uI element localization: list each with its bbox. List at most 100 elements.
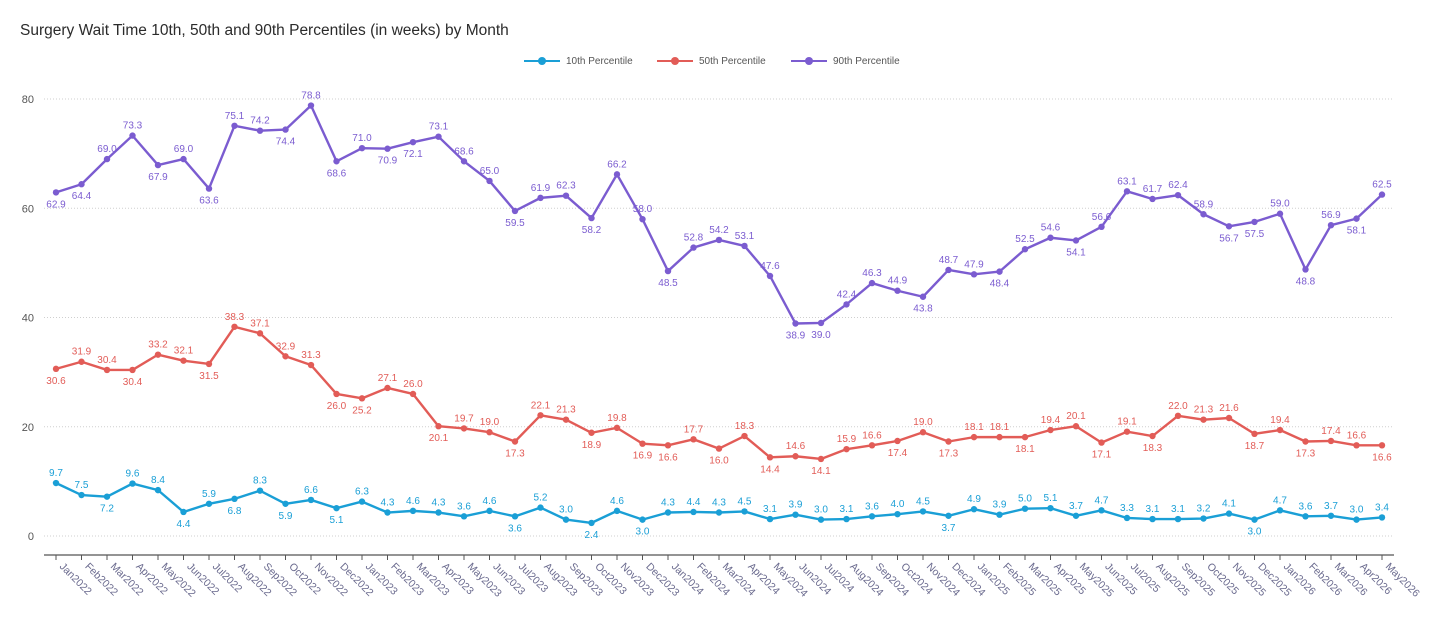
data-label-2-Dec2022: 68.6	[327, 168, 347, 179]
data-label-1-Aug2023: 22.1	[531, 400, 551, 411]
data-label-0-Apr2025: 5.1	[1044, 493, 1058, 504]
data-label-1-Jan2023: 25.2	[352, 405, 372, 416]
data-label-1-Apr2024: 18.3	[735, 421, 755, 432]
data-point-1-May2024	[766, 454, 774, 461]
data-label-0-Sep2025: 3.1	[1171, 504, 1185, 515]
data-point-2-May2026	[1378, 191, 1386, 198]
data-label-1-Oct2022: 32.9	[276, 341, 296, 352]
data-point-0-Feb2024	[690, 508, 697, 516]
data-point-2-Oct2022	[282, 126, 289, 133]
data-label-2-Apr2026: 58.1	[1347, 226, 1367, 237]
data-label-0-Jul2025: 3.3	[1120, 503, 1134, 514]
data-point-0-Nov2025	[1225, 510, 1233, 517]
data-point-0-May2026	[1378, 514, 1386, 521]
data-point-0-Aug2022	[231, 495, 238, 503]
data-label-0-Jul2023: 3.6	[508, 523, 522, 534]
data-point-1-Dec2025	[1251, 430, 1258, 438]
data-point-0-Jul2022	[205, 500, 213, 507]
data-point-0-Dec2025	[1251, 516, 1258, 523]
data-label-0-Oct2022: 5.9	[279, 511, 293, 522]
data-point-2-Dec2023	[639, 215, 646, 223]
data-point-1-Jul2025	[1123, 428, 1131, 435]
data-point-2-Mar2024	[715, 236, 723, 244]
data-label-1-Jan2025: 18.1	[964, 422, 984, 433]
legend-item-90th-percentile[interactable]: 90th Percentile	[791, 53, 900, 69]
y-tick-label-20: 20	[22, 422, 34, 434]
data-label-0-Apr2026: 3.0	[1350, 505, 1364, 516]
data-point-2-Apr2026	[1353, 215, 1360, 222]
data-label-1-Oct2023: 18.9	[582, 440, 602, 451]
data-label-2-Sep2024: 46.3	[862, 268, 882, 279]
data-point-1-Feb2026	[1302, 438, 1309, 445]
data-label-0-Oct2025: 3.2	[1197, 504, 1211, 515]
data-label-1-Aug2022: 38.3	[225, 312, 245, 323]
data-point-1-Nov2023	[613, 424, 621, 432]
data-label-2-Sep2022: 74.2	[250, 116, 270, 127]
legend-item-50th-percentile[interactable]: 50th Percentile	[657, 53, 766, 69]
data-point-0-Jul2024	[817, 516, 825, 523]
data-point-1-May2023	[460, 425, 468, 432]
data-point-2-Feb2024	[690, 244, 697, 251]
data-point-2-Sep2022	[256, 127, 264, 134]
y-tick-label-80: 80	[22, 94, 34, 106]
data-point-1-Jan2025	[970, 433, 978, 441]
data-label-0-Mar2026: 3.7	[1324, 501, 1338, 512]
data-point-1-Oct2024	[894, 437, 901, 445]
data-point-1-Sep2023	[562, 416, 570, 423]
data-point-2-Apr2023	[435, 133, 442, 140]
data-label-2-Feb2026: 48.8	[1296, 276, 1316, 287]
data-label-1-Oct2024: 17.4	[888, 448, 908, 459]
data-point-2-Dec2025	[1251, 218, 1258, 226]
data-label-2-Aug2022: 75.1	[225, 111, 245, 122]
data-point-0-Dec2022	[333, 504, 340, 512]
data-point-1-Jul2023	[511, 438, 519, 445]
data-label-2-Dec2023: 58.0	[633, 204, 653, 215]
data-point-2-Jan2023	[358, 144, 366, 152]
series-line-1	[55, 325, 1382, 461]
data-point-1-Jan2022	[52, 365, 60, 373]
data-point-1-Jun2023	[486, 429, 493, 436]
data-point-2-Apr2025	[1047, 234, 1054, 241]
data-point-0-Jun2024	[792, 511, 799, 518]
data-point-1-Nov2022	[307, 361, 315, 369]
data-point-0-Nov2023	[613, 507, 621, 515]
data-label-0-Mar2022: 7.2	[100, 504, 114, 515]
data-point-1-Sep2022	[256, 330, 264, 337]
data-label-2-Feb2025: 48.4	[990, 279, 1010, 290]
data-label-0-Jul2022: 5.9	[202, 489, 216, 500]
data-label-1-Jan2026: 19.4	[1270, 415, 1290, 426]
data-label-0-Jun2025: 4.7	[1095, 495, 1109, 506]
data-point-1-Jan2023	[358, 395, 366, 402]
data-point-2-Jun2025	[1098, 223, 1105, 231]
data-point-0-Mar2026	[1327, 512, 1335, 519]
series-50th: 30.6 31.9 30.4 30.4 33.2 32.1 31.5 38.3 37.1 32.9…	[46, 312, 1392, 477]
data-label-1-Jul2025: 19.1	[1117, 417, 1137, 428]
data-label-1-Nov2024: 19.0	[913, 417, 933, 428]
data-point-2-Oct2025	[1200, 211, 1207, 218]
data-label-2-Aug2023: 61.9	[531, 183, 551, 194]
data-label-2-Jan2024: 48.5	[658, 278, 678, 289]
data-point-1-Mar2025	[1021, 433, 1029, 441]
legend-item-10th-percentile[interactable]: 10th Percentile	[524, 53, 633, 69]
chart-title: Surgery Wait Time 10th, 50th and 90th Pe…	[20, 22, 509, 39]
data-point-0-Jun2022	[180, 508, 187, 516]
data-label-0-Dec2022: 5.1	[330, 515, 344, 526]
data-point-0-Apr2023	[435, 509, 442, 516]
data-point-1-Feb2022	[78, 358, 85, 365]
data-label-1-Dec2022: 26.0	[327, 401, 347, 412]
data-point-0-Oct2022	[282, 500, 289, 507]
data-label-2-Feb2024: 52.8	[684, 233, 704, 244]
data-label-0-Jan2024: 4.3	[661, 498, 675, 509]
data-label-0-Nov2022: 6.6	[304, 485, 318, 496]
data-label-0-Sep2024: 3.6	[865, 501, 879, 512]
data-label-0-May2022: 8.4	[151, 475, 165, 486]
data-label-2-Apr2024: 53.1	[735, 231, 755, 242]
data-label-1-Aug2025: 18.3	[1143, 443, 1163, 454]
data-point-2-Jan2022	[52, 189, 60, 196]
data-label-0-Dec2024: 3.7	[942, 523, 956, 534]
data-point-0-Feb2025	[996, 511, 1003, 518]
data-label-2-Sep2023: 62.3	[556, 181, 576, 192]
data-point-1-Jun2025	[1098, 439, 1105, 446]
y-tick-label-0: 0	[28, 531, 34, 543]
data-point-2-Mar2025	[1021, 246, 1029, 253]
